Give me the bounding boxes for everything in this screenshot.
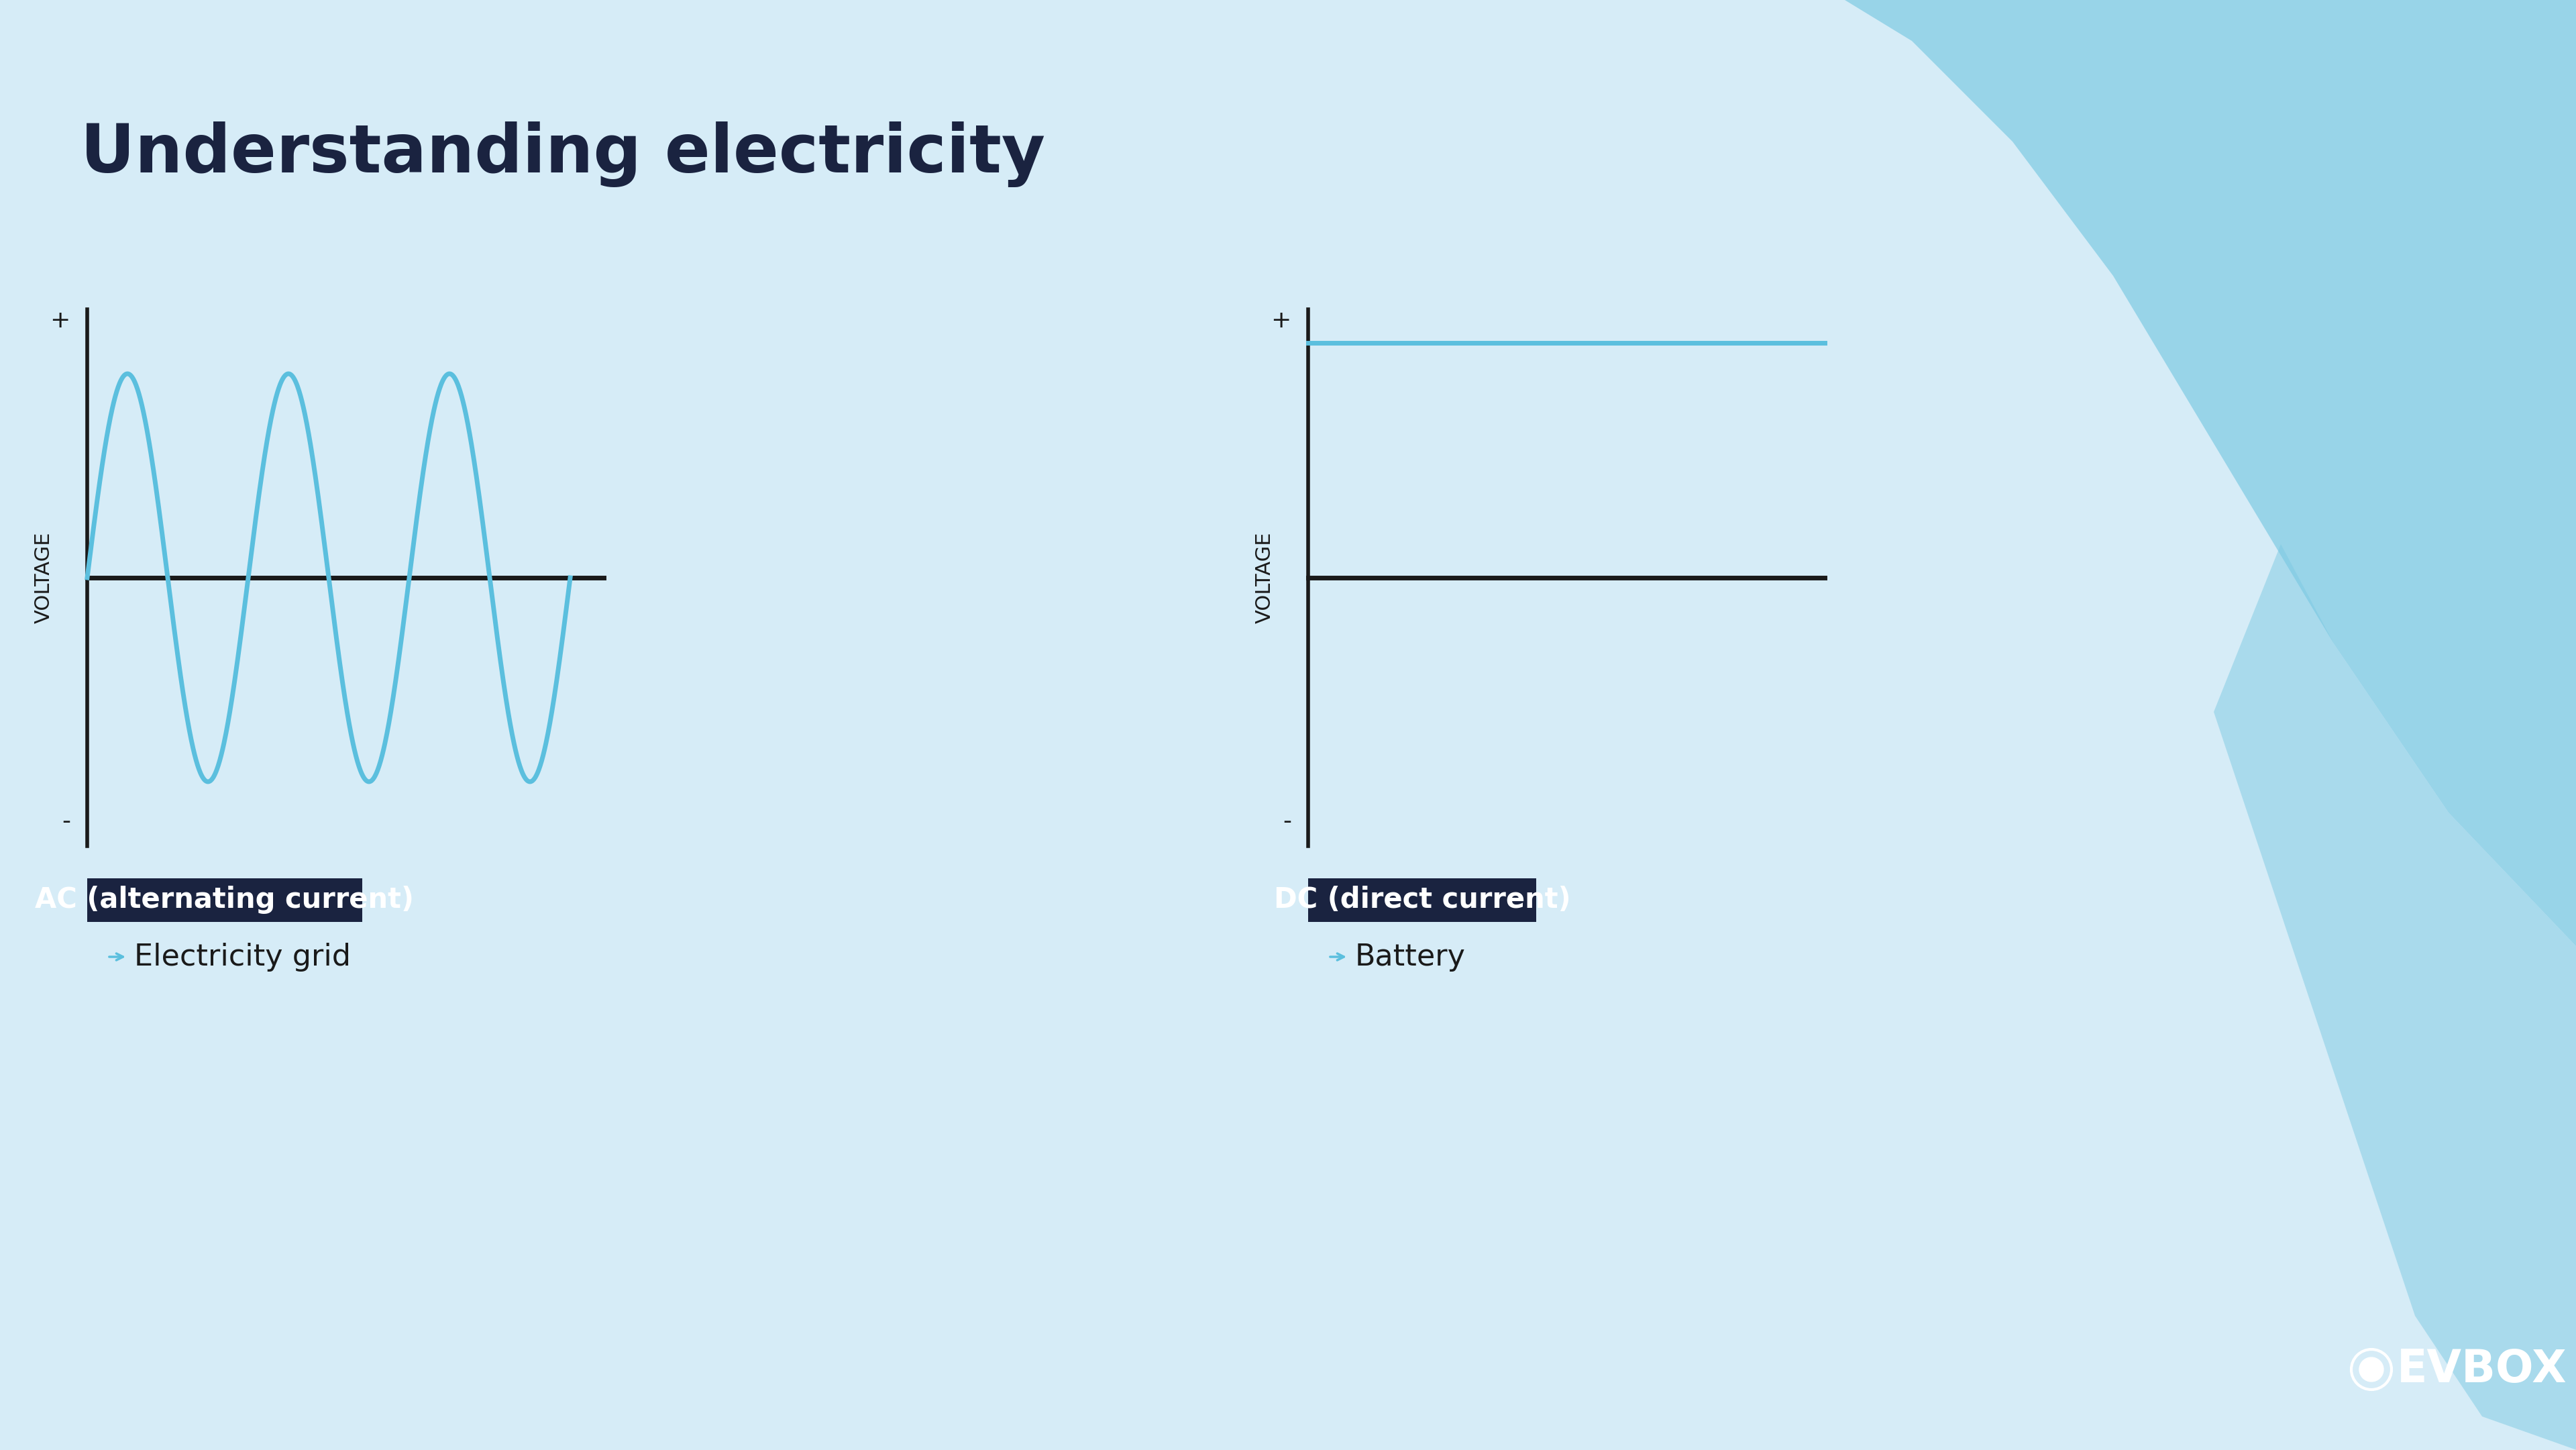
FancyBboxPatch shape: [1309, 879, 1535, 922]
Text: -: -: [62, 811, 70, 832]
Text: Electricity grid: Electricity grid: [134, 943, 350, 972]
Text: VOLTAGE: VOLTAGE: [33, 532, 54, 624]
Text: Battery: Battery: [1355, 943, 1466, 972]
Text: +: +: [49, 309, 70, 332]
Text: VOLTAGE: VOLTAGE: [1255, 532, 1275, 624]
Polygon shape: [1844, 0, 2576, 947]
Text: DC (direct current): DC (direct current): [1273, 886, 1571, 914]
FancyBboxPatch shape: [88, 879, 363, 922]
Text: -: -: [1283, 811, 1291, 832]
Text: Understanding electricity: Understanding electricity: [80, 122, 1046, 187]
Circle shape: [2360, 1357, 2383, 1382]
Text: +: +: [1270, 309, 1291, 332]
Text: AC (alternating current): AC (alternating current): [36, 886, 415, 914]
Text: EVBOX: EVBOX: [2396, 1347, 2566, 1392]
Polygon shape: [2213, 544, 2576, 1450]
